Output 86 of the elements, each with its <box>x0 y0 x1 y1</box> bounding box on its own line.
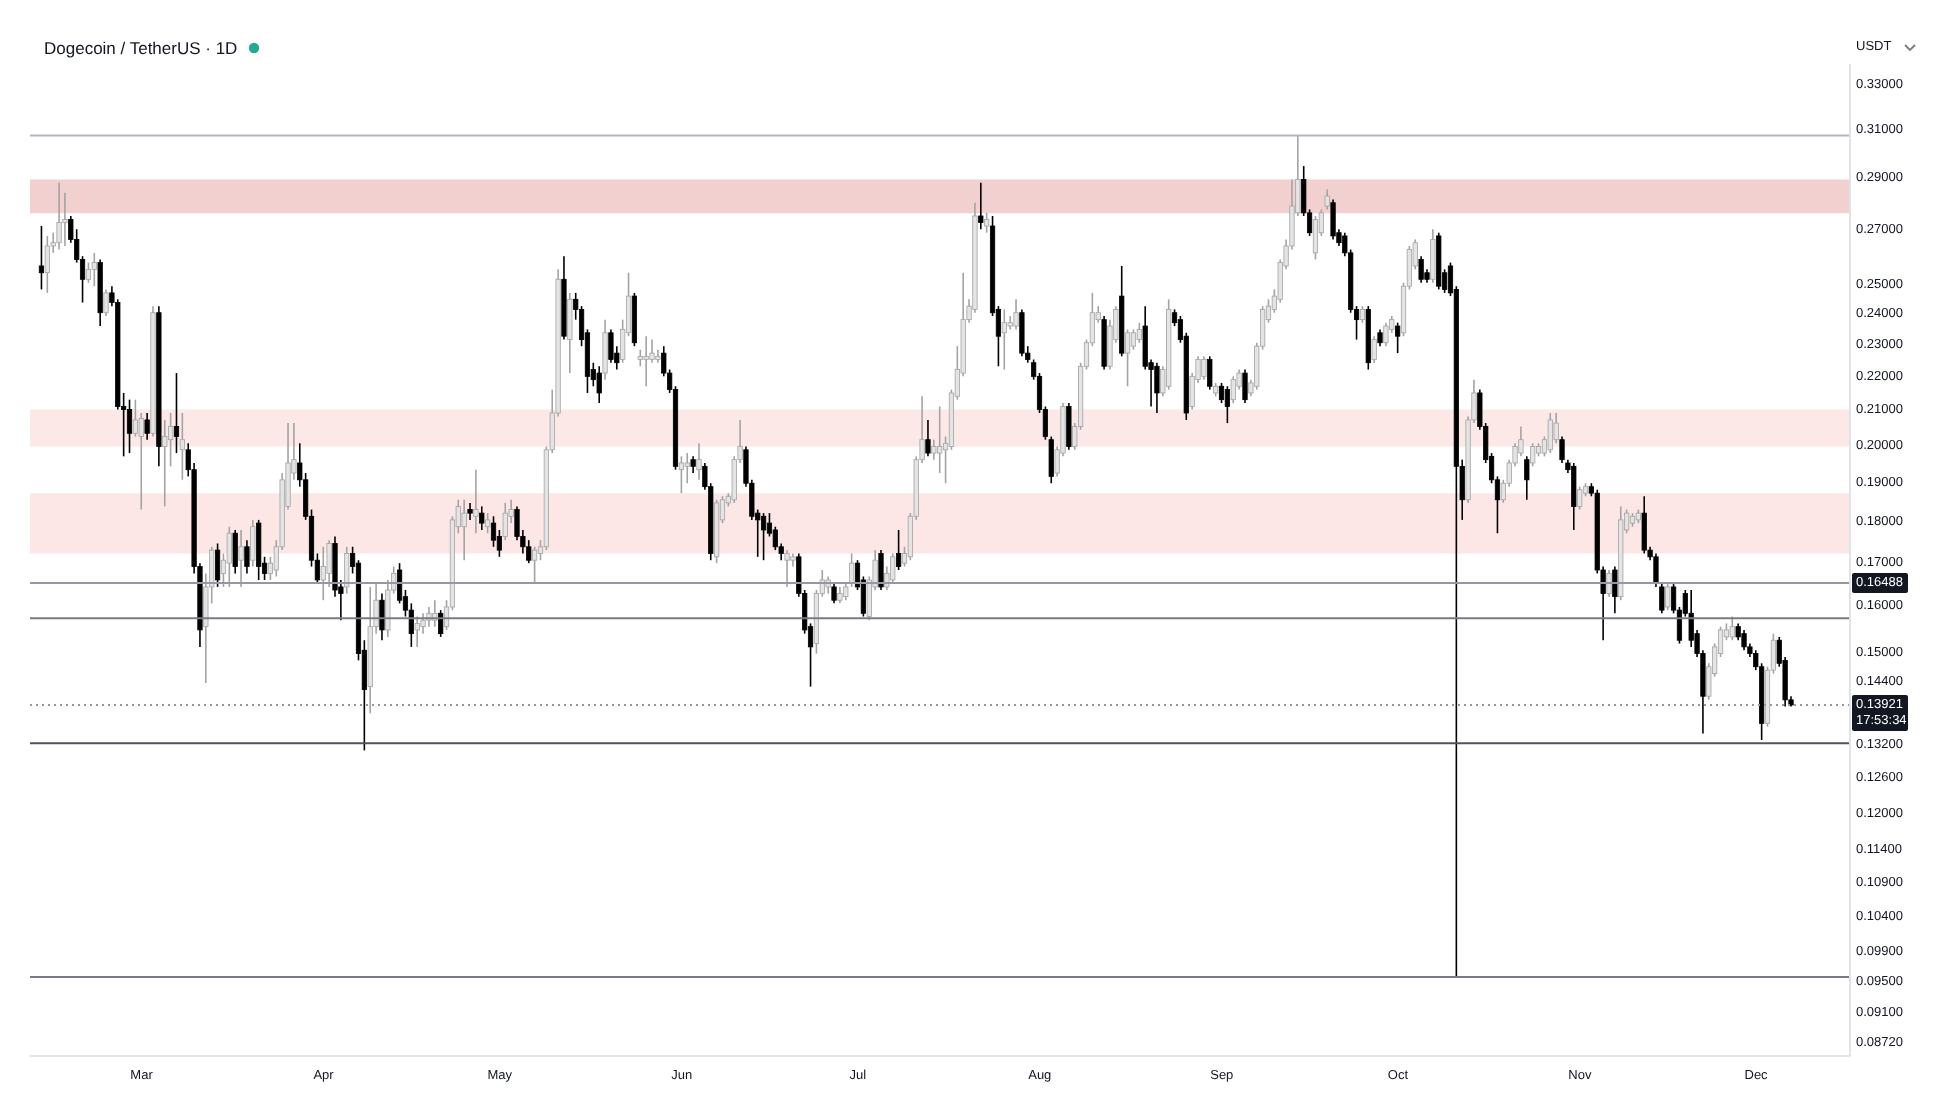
candlestick <box>890 552 896 585</box>
candlestick <box>1559 435 1565 464</box>
candlestick <box>596 365 602 404</box>
candlestick <box>250 519 256 568</box>
candlestick <box>38 225 45 291</box>
candlestick <box>238 529 244 588</box>
candlestick <box>438 609 444 638</box>
candlestick <box>760 512 767 561</box>
candlestick <box>226 525 232 588</box>
candlestick <box>379 592 385 642</box>
candlestick <box>1224 385 1230 424</box>
candlestick <box>85 261 92 284</box>
candlestick <box>602 318 608 381</box>
candlestick <box>1154 361 1160 414</box>
candlestick <box>784 549 790 588</box>
candlestick <box>244 539 250 575</box>
candlestick <box>502 502 508 541</box>
candlestick <box>214 542 221 588</box>
candlestick <box>608 328 614 364</box>
candlestick <box>1312 215 1319 261</box>
candlestick <box>1418 255 1424 284</box>
candlestick <box>103 288 109 317</box>
candlestick <box>62 191 68 247</box>
candlestick <box>631 292 638 347</box>
candlestick <box>925 419 931 458</box>
candlestick <box>1136 321 1142 344</box>
candlestick <box>56 181 62 251</box>
candlestick <box>91 252 97 287</box>
candlestick <box>878 549 884 591</box>
candlestick <box>1330 198 1336 241</box>
candlestick <box>684 452 690 485</box>
candlestick <box>1641 495 1647 555</box>
chart-title: Dogecoin / TetherUS · 1D <box>44 38 238 58</box>
candlestick <box>831 582 837 605</box>
candlestick <box>144 412 150 441</box>
candlestick <box>1612 565 1618 615</box>
candlestick <box>1741 629 1747 652</box>
candlestick <box>1395 321 1401 354</box>
candlestick <box>696 442 702 481</box>
candlestick <box>1124 328 1131 388</box>
candlestick <box>461 498 467 561</box>
candlestick <box>1013 298 1019 331</box>
candlestick <box>162 419 168 508</box>
candlestick <box>232 529 238 575</box>
candlestick <box>1547 412 1553 454</box>
candlestick <box>173 372 180 454</box>
candlestick <box>678 455 684 494</box>
candlestick <box>479 505 485 531</box>
candlestick <box>132 398 138 438</box>
candlestick <box>473 468 479 535</box>
candlestick <box>1530 442 1536 468</box>
candlestick <box>1430 228 1436 284</box>
candlestick <box>1606 569 1612 598</box>
candlestick <box>1371 335 1377 364</box>
candlestick <box>896 529 902 571</box>
candlestick <box>567 292 573 374</box>
candlestick <box>1230 375 1236 404</box>
candlestick <box>344 545 350 595</box>
candlestick <box>984 212 990 234</box>
candlestick <box>256 519 262 581</box>
candlestick <box>414 615 420 648</box>
candlestick <box>44 235 50 294</box>
candlestick <box>1019 308 1025 358</box>
candlestick <box>1066 402 1072 451</box>
candlestick <box>1553 412 1559 445</box>
candlestick <box>126 398 133 454</box>
candlestick <box>1665 582 1671 611</box>
candlestick <box>1001 308 1007 371</box>
candlestick <box>1201 355 1207 381</box>
candlestick <box>1518 425 1524 458</box>
candlestick <box>179 412 185 481</box>
candlestick <box>643 335 649 388</box>
candlestick <box>1101 315 1107 371</box>
candlestick <box>1324 188 1330 211</box>
candlestick <box>1571 462 1577 531</box>
candlestick <box>1207 355 1213 391</box>
candlestick <box>1242 368 1248 404</box>
candlestick <box>978 181 984 231</box>
candlestick <box>485 512 491 535</box>
candlestick <box>532 545 538 585</box>
candlestick <box>1383 321 1389 347</box>
candlestick <box>320 545 326 602</box>
candlestick <box>931 438 937 461</box>
candlestick <box>1130 328 1137 351</box>
candlestick <box>1577 485 1583 511</box>
candlestick <box>1524 455 1530 501</box>
